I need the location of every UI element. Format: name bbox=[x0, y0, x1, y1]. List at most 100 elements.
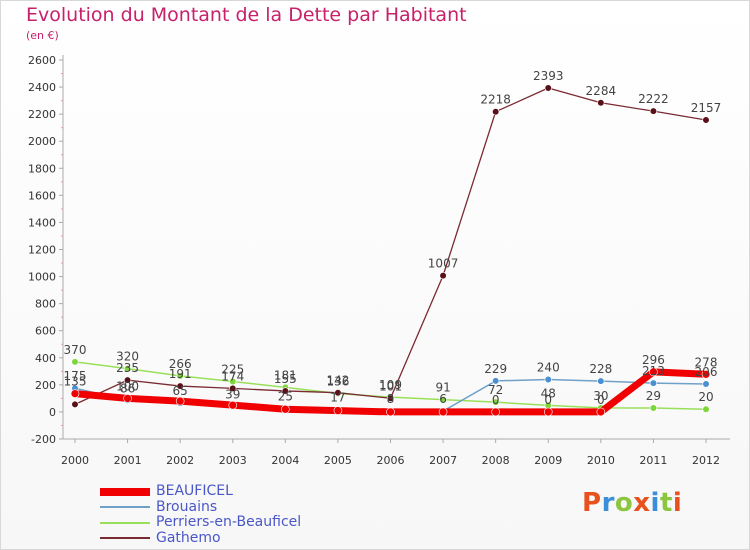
logo-letter: o bbox=[614, 488, 634, 518]
legend-swatch bbox=[100, 521, 150, 524]
x-tick-label: 2000 bbox=[61, 454, 89, 467]
data-point-beauficel bbox=[596, 407, 606, 417]
data-point-beauficel bbox=[438, 407, 448, 417]
x-tick-label: 2003 bbox=[219, 454, 247, 467]
data-label-beauficel: 135 bbox=[64, 375, 87, 389]
data-point-beauficel bbox=[701, 369, 711, 379]
legend-swatch bbox=[100, 537, 150, 540]
data-label-brouains: 39 bbox=[225, 388, 240, 402]
data-label-gathemo: 174 bbox=[221, 369, 244, 383]
data-point-perriers-en-beauficel bbox=[123, 365, 132, 373]
y-tick-label: 2400 bbox=[28, 81, 56, 94]
data-point-beauficel bbox=[281, 404, 290, 414]
data-label-perriers-en-beauficel: 266 bbox=[169, 357, 192, 371]
legend-label: Brouains bbox=[156, 498, 218, 515]
data-label-brouains: 17 bbox=[330, 391, 345, 405]
data-point-gathemo bbox=[123, 376, 132, 384]
data-label-gathemo: 235 bbox=[116, 361, 139, 375]
data-point-gathemo bbox=[544, 84, 552, 92]
y-tick-label: 2200 bbox=[28, 108, 56, 121]
data-point-brouains bbox=[702, 380, 710, 388]
data-point-beauficel bbox=[491, 407, 500, 417]
data-point-brouains bbox=[492, 377, 500, 385]
legend-item-perriers-en-beauficel: Perriers-en-Beauficel bbox=[100, 514, 301, 531]
data-label-perriers-en-beauficel: 30 bbox=[593, 389, 608, 403]
data-label-perriers-en-beauficel: 29 bbox=[646, 389, 661, 403]
data-point-brouains bbox=[597, 377, 605, 385]
y-tick-label: 1600 bbox=[28, 189, 56, 202]
y-tick-label: 1200 bbox=[28, 244, 56, 257]
x-tick-label: 2006 bbox=[377, 454, 405, 467]
data-label-perriers-en-beauficel: 181 bbox=[274, 368, 297, 382]
data-point-beauficel bbox=[649, 367, 658, 377]
data-point-beauficel bbox=[543, 407, 553, 417]
legend-label: Gathemo bbox=[156, 529, 221, 546]
data-label-gathemo: 2157 bbox=[691, 101, 722, 115]
x-tick-label: 2007 bbox=[429, 454, 457, 467]
data-label-brouains: 213 bbox=[642, 364, 665, 378]
data-point-gathemo bbox=[492, 108, 500, 116]
data-point-beauficel bbox=[175, 396, 185, 406]
data-label-brouains: 240 bbox=[537, 360, 560, 374]
data-label-gathemo: 101 bbox=[379, 379, 402, 393]
x-tick-label: 2010 bbox=[587, 454, 615, 467]
y-tick-label: 600 bbox=[35, 325, 56, 338]
data-label-gathemo: 142 bbox=[326, 374, 349, 388]
data-label-gathemo: 191 bbox=[169, 367, 192, 381]
data-point-beauficel bbox=[386, 407, 395, 417]
data-label-gathemo: 1007 bbox=[428, 257, 459, 271]
data-point-gathemo bbox=[71, 400, 79, 408]
data-label-brouains: 175 bbox=[64, 369, 87, 383]
data-point-perriers-en-beauficel bbox=[229, 377, 237, 386]
data-label-perriers-en-beauficel: 72 bbox=[488, 383, 503, 397]
x-tick-label: 2001 bbox=[114, 454, 142, 467]
data-point-brouains bbox=[649, 379, 658, 387]
legend-swatch bbox=[100, 506, 150, 509]
y-tick-label: 1000 bbox=[28, 271, 56, 284]
y-tick-label: 1400 bbox=[28, 216, 56, 229]
logo-letter: t bbox=[659, 488, 673, 518]
legend-item-gathemo: Gathemo bbox=[100, 529, 301, 547]
data-point-beauficel bbox=[123, 394, 132, 403]
logo-letter: x bbox=[633, 488, 651, 518]
y-tick-label: 2600 bbox=[28, 54, 56, 67]
chart-title: Evolution du Montant de la Dette par Hab… bbox=[26, 4, 467, 26]
data-label-brouains: 6 bbox=[439, 392, 447, 406]
data-point-perriers-en-beauficel bbox=[439, 396, 447, 404]
data-label-brouains: 25 bbox=[278, 390, 293, 404]
data-point-perriers-en-beauficel bbox=[71, 358, 79, 366]
data-label-beauficel: 100 bbox=[116, 379, 139, 393]
x-tick-label: 2008 bbox=[482, 454, 510, 467]
data-point-gathemo bbox=[702, 116, 710, 124]
data-label-gathemo: 2393 bbox=[533, 69, 564, 83]
data-point-gathemo bbox=[439, 272, 447, 280]
data-label-brouains: 229 bbox=[484, 362, 507, 376]
y-tick-label: 1800 bbox=[28, 162, 56, 175]
data-label-perriers-en-beauficel: 20 bbox=[698, 390, 713, 404]
chart-unit: (en €) bbox=[26, 29, 59, 42]
logo-letter: P bbox=[582, 488, 602, 518]
data-label-perriers-en-beauficel: 48 bbox=[541, 386, 556, 400]
logo-letter: i bbox=[672, 488, 683, 518]
data-point-brouains bbox=[544, 375, 552, 384]
y-tick-label: 800 bbox=[35, 298, 56, 311]
data-point-gathemo bbox=[649, 107, 658, 115]
data-point-beauficel bbox=[70, 389, 80, 398]
data-label-beauficel: 0 bbox=[597, 393, 605, 407]
proxiti-logo: Proxiti bbox=[582, 488, 682, 518]
data-label-brouains: 8 bbox=[387, 392, 395, 406]
legend: BEAUFICEL Brouains Perriers-en-Beauficel Ga… bbox=[100, 483, 301, 547]
data-point-gathemo bbox=[597, 99, 605, 107]
data-label-gathemo: 2222 bbox=[638, 92, 669, 106]
data-label-beauficel: 296 bbox=[642, 353, 665, 367]
data-label-perriers-en-beauficel: 225 bbox=[221, 362, 244, 376]
y-tick-label: 0 bbox=[49, 406, 56, 419]
data-point-gathemo bbox=[334, 389, 342, 397]
data-label-perriers-en-beauficel: 109 bbox=[379, 378, 402, 392]
x-tick-label: 2005 bbox=[324, 454, 352, 467]
data-point-perriers-en-beauficel bbox=[492, 398, 500, 406]
data-point-beauficel bbox=[333, 406, 343, 415]
data-label-perriers-en-beauficel: 136 bbox=[326, 375, 349, 389]
